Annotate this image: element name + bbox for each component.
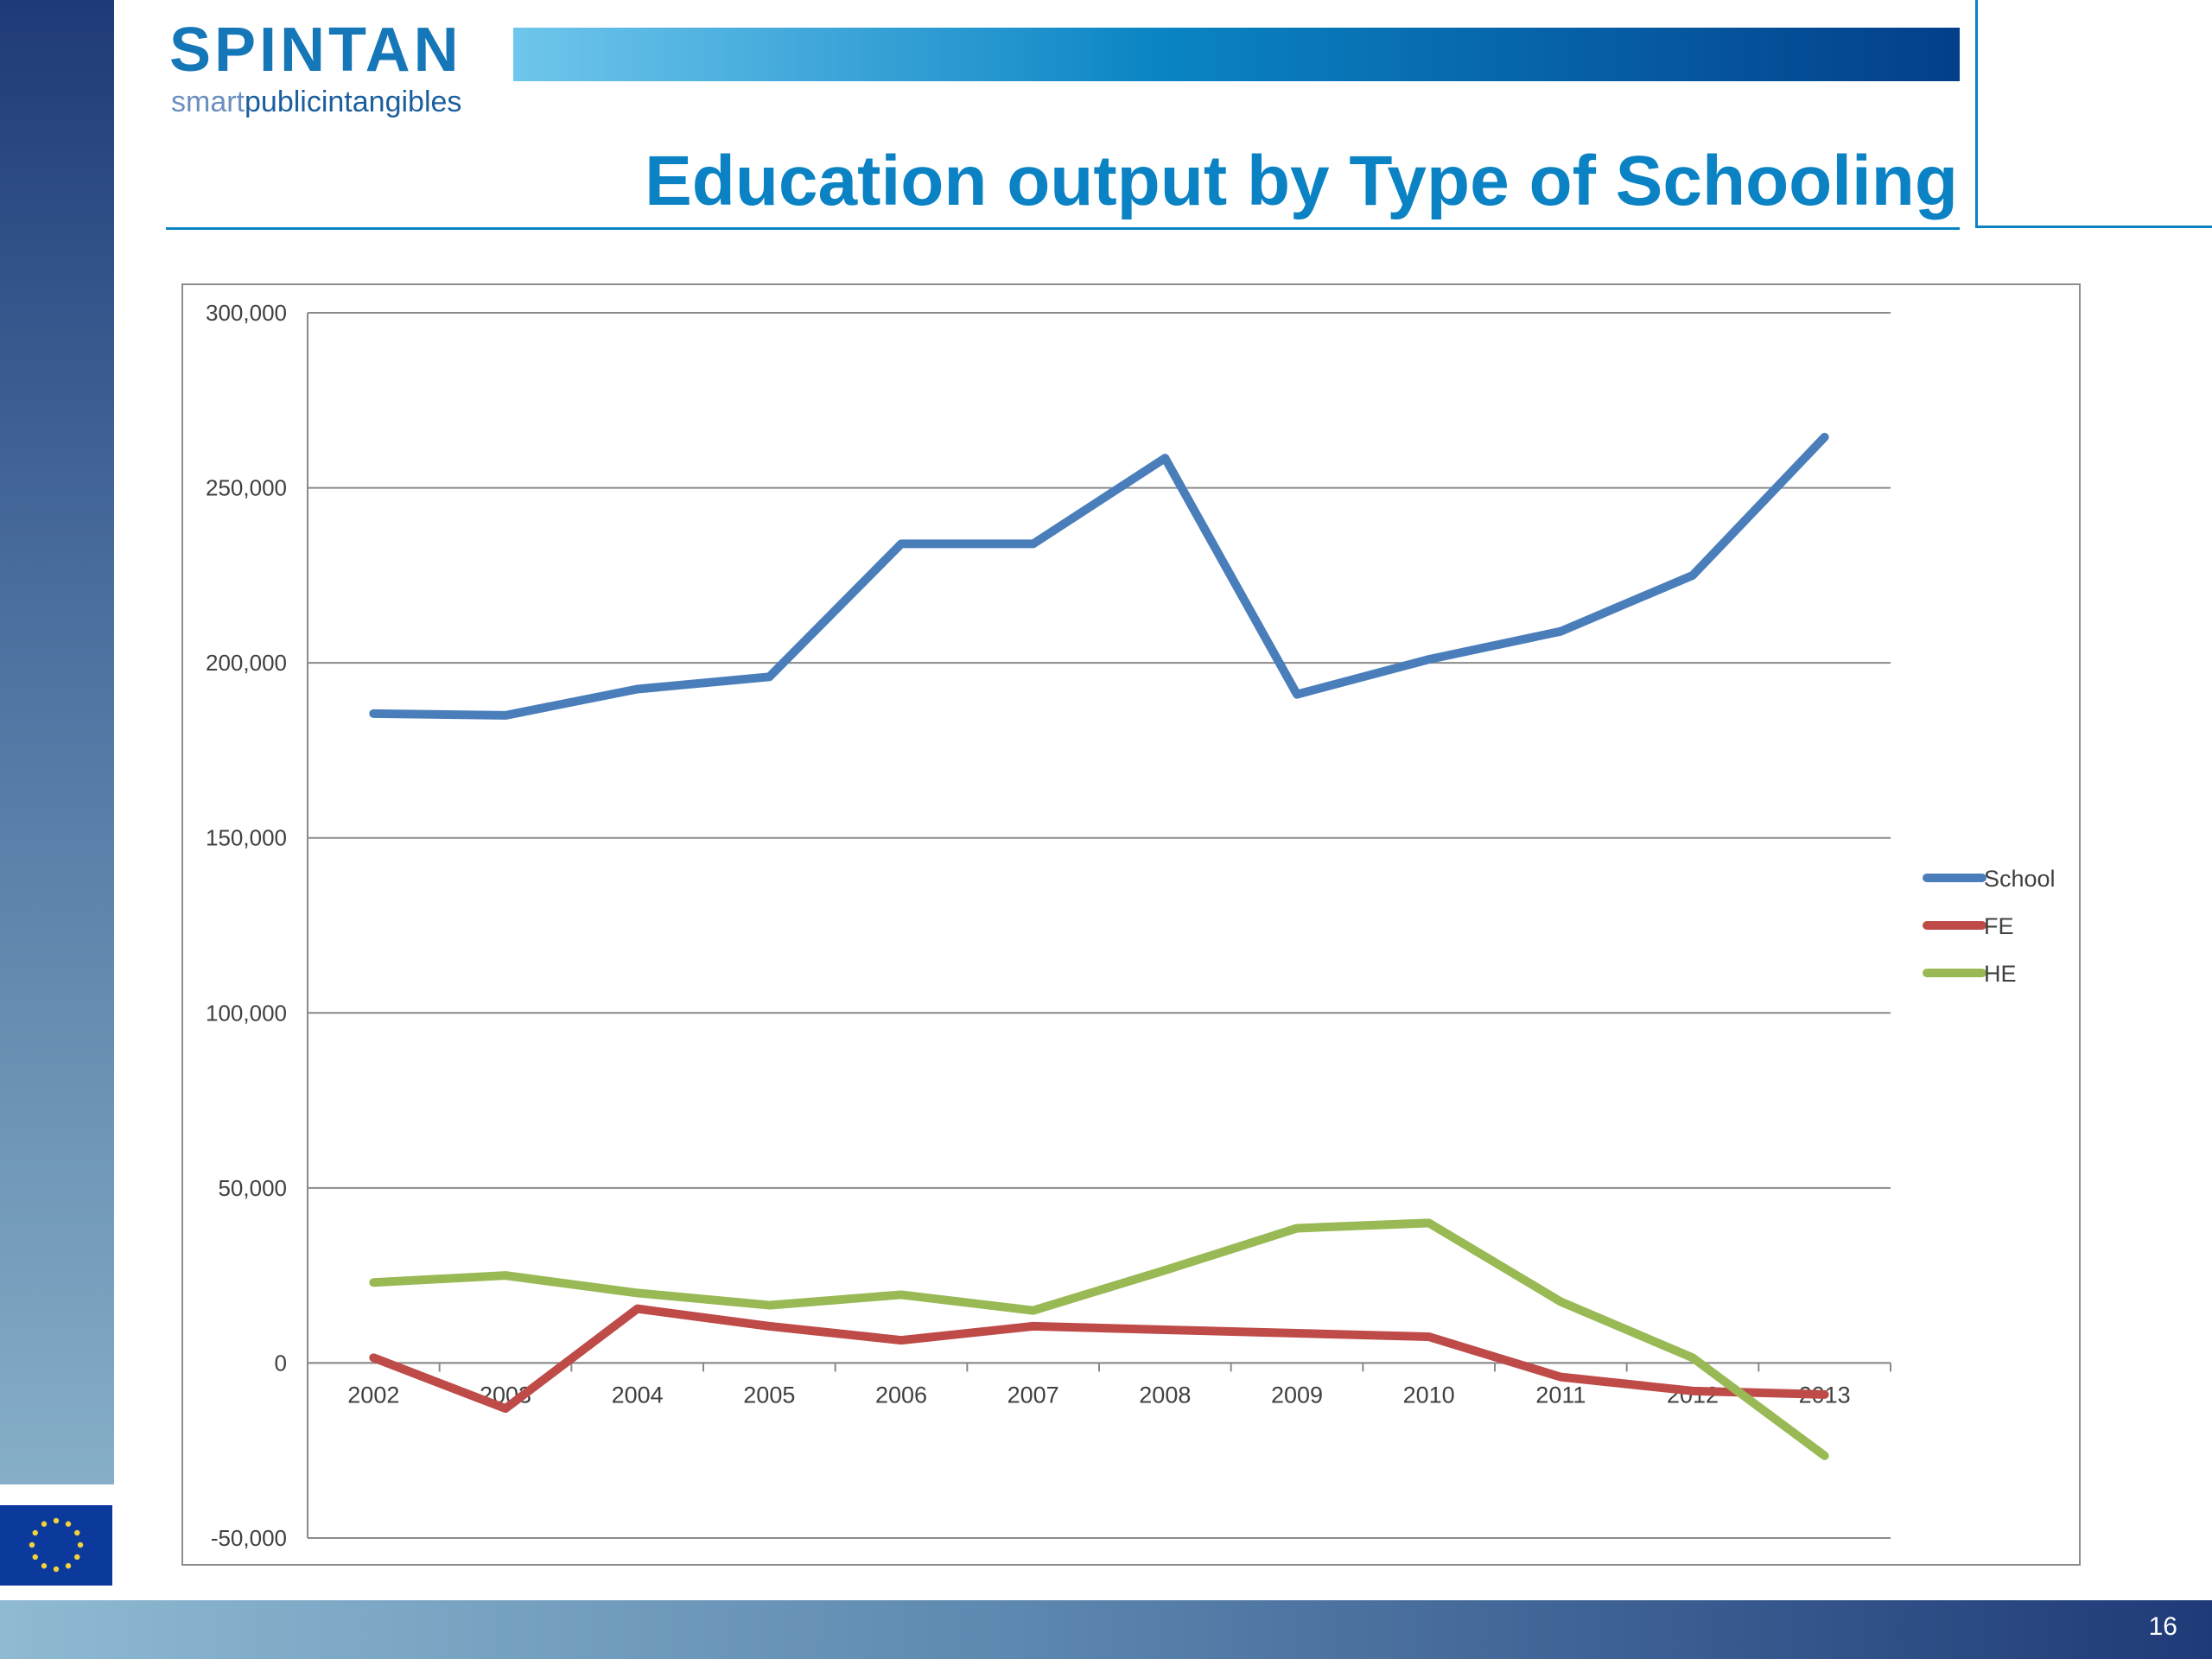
x-tick-label: 2008 bbox=[1139, 1382, 1191, 1408]
corner-frame bbox=[1975, 0, 2212, 228]
header-gradient-band bbox=[513, 28, 1960, 81]
logo-tagline: smartpublicintangibles bbox=[171, 86, 461, 118]
page-number: 16 bbox=[2148, 1612, 2177, 1641]
y-tick-label: 0 bbox=[275, 1350, 287, 1376]
eu-star-icon bbox=[53, 1566, 60, 1573]
y-tick-label: 300,000 bbox=[206, 300, 287, 326]
slide-title: Education output by Type of Schooling bbox=[645, 142, 1958, 220]
y-tick-label: 250,000 bbox=[206, 475, 287, 501]
spintan-logo: SPINTAN smartpublicintangibles bbox=[169, 16, 498, 118]
series-line-school bbox=[369, 432, 1829, 720]
eu-star-icon bbox=[65, 1563, 72, 1569]
eu-star-icon bbox=[29, 1541, 35, 1548]
title-underline bbox=[166, 227, 1960, 230]
x-tick-label: 2005 bbox=[743, 1382, 795, 1408]
x-tick-label: 2002 bbox=[347, 1382, 399, 1408]
eu-star-icon bbox=[32, 1529, 38, 1536]
y-tick-label: 150,000 bbox=[206, 825, 287, 851]
line-chart: 300,000 250,000 200,000 150,000 100,000 50,00… bbox=[181, 283, 2081, 1566]
eu-star-icon bbox=[41, 1521, 48, 1527]
legend-label-school: School bbox=[1984, 866, 2056, 892]
series-line-fe bbox=[369, 1304, 1829, 1414]
legend-label-he: HE bbox=[1984, 961, 2017, 987]
x-tick-label: 2004 bbox=[612, 1382, 664, 1408]
left-decor-bar bbox=[0, 0, 114, 1484]
y-tick-label: -50,000 bbox=[211, 1525, 287, 1551]
series-line-he bbox=[369, 1218, 1829, 1460]
chart-canvas: 300,000 250,000 200,000 150,000 100,000 50,00… bbox=[206, 300, 2056, 1551]
eu-star-icon bbox=[32, 1554, 38, 1560]
eu-star-icon bbox=[41, 1563, 48, 1569]
eu-star-icon bbox=[53, 1517, 60, 1524]
eu-star-icon bbox=[65, 1521, 72, 1527]
legend-label-fe: FE bbox=[1984, 913, 2014, 939]
logo-tagline-part1: smart bbox=[171, 86, 245, 118]
eu-star-icon bbox=[77, 1541, 84, 1548]
eu-star-icon bbox=[74, 1554, 80, 1560]
logo-tagline-part3: intangibles bbox=[321, 86, 462, 118]
y-tick-label: 100,000 bbox=[206, 1000, 287, 1026]
y-tick-label: 200,000 bbox=[206, 650, 287, 676]
logo-wordmark: SPINTAN bbox=[169, 16, 462, 85]
x-tick-label: 2009 bbox=[1271, 1382, 1323, 1408]
x-tick-label: 2006 bbox=[875, 1382, 927, 1408]
footer-band: 16 bbox=[0, 1600, 2212, 1659]
x-tick-label: 2011 bbox=[1535, 1382, 1586, 1408]
x-tick-label: 2010 bbox=[1403, 1382, 1455, 1408]
y-tick-label: 50,000 bbox=[218, 1175, 287, 1201]
logo-tagline-part2: public bbox=[245, 86, 321, 118]
eu-star-icon bbox=[74, 1529, 80, 1536]
eu-flag-icon bbox=[0, 1505, 112, 1586]
x-tick-label: 2007 bbox=[1007, 1382, 1059, 1408]
